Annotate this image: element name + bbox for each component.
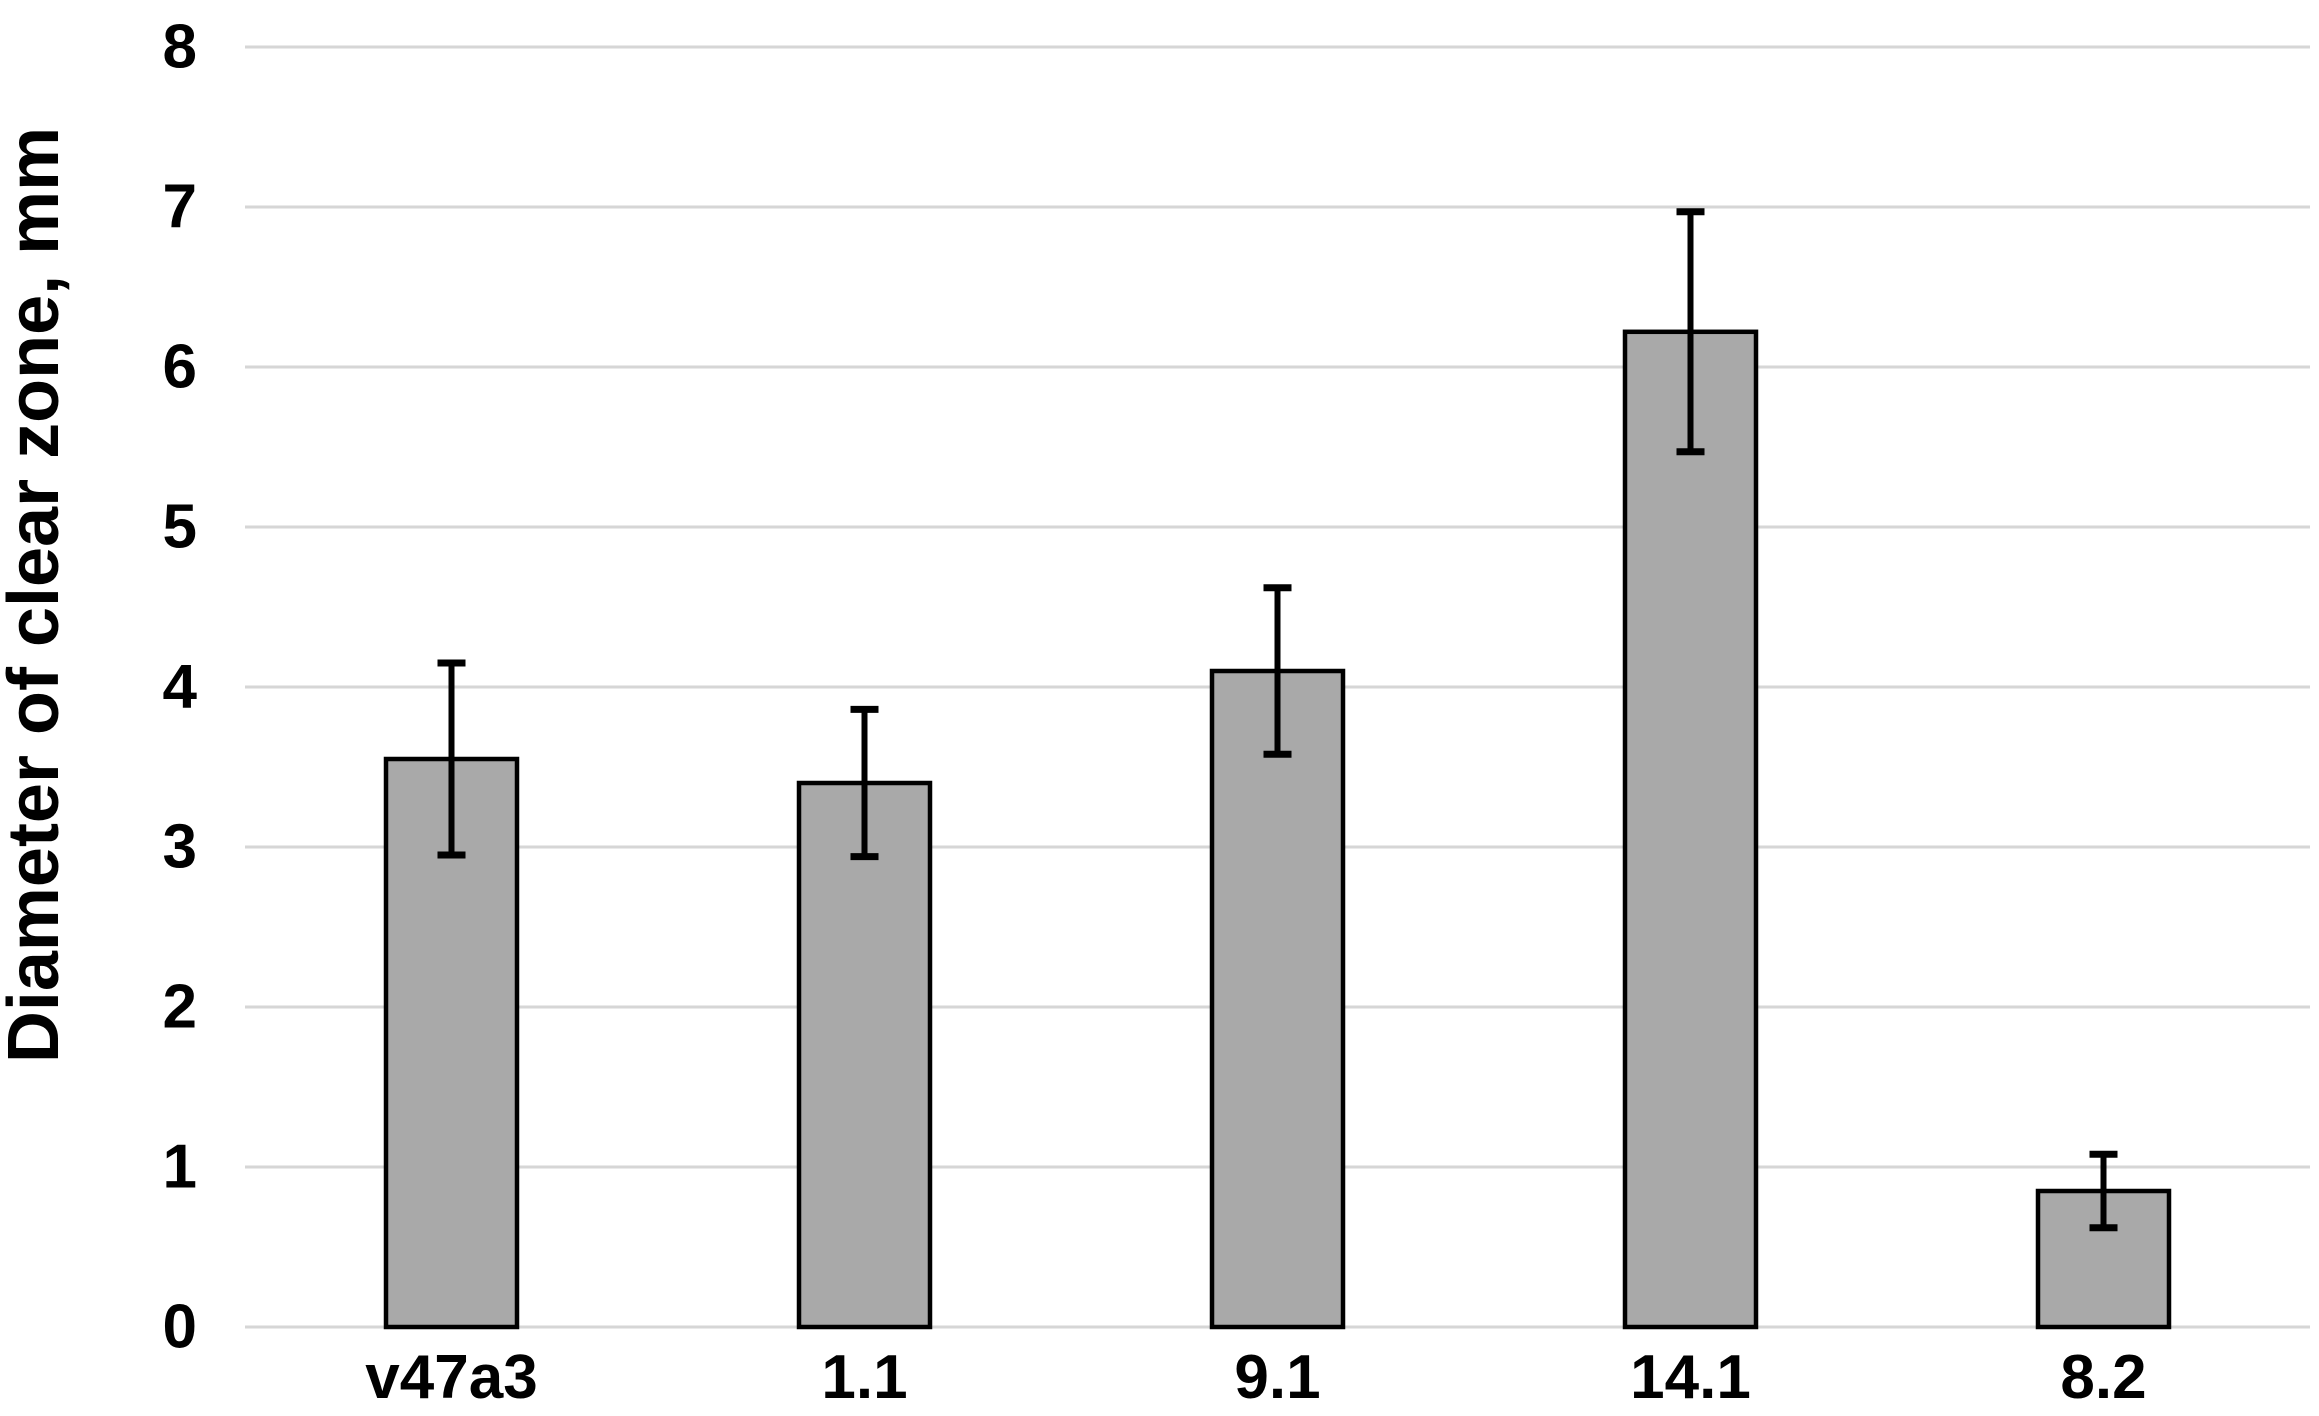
y-tick-label: 2	[163, 973, 197, 1042]
y-tick-label: 8	[163, 13, 197, 82]
y-axis-tick-labels: 0 1 2 3 4 5 6 7 8	[163, 13, 198, 1362]
y-tick-label: 1	[163, 1133, 197, 1202]
y-tick-label: 0	[163, 1293, 197, 1362]
y-tick-label: 4	[163, 653, 198, 722]
bar	[1622, 329, 1759, 1330]
bars	[383, 329, 2172, 1330]
y-tick-label: 3	[163, 813, 197, 882]
x-category-label: 8.2	[2060, 1343, 2146, 1412]
error-bars	[437, 208, 2118, 1232]
bar	[1209, 668, 1346, 1330]
x-category-label: 14.1	[1630, 1343, 1751, 1412]
y-tick-label: 7	[163, 173, 197, 242]
y-tick-label: 5	[163, 493, 197, 562]
y-axis-title: Diameter of clear zone, mm	[0, 127, 74, 1063]
x-category-label: v47a3	[365, 1343, 537, 1412]
x-category-label: 9.1	[1234, 1343, 1320, 1412]
y-tick-label: 6	[163, 333, 197, 402]
bar	[796, 780, 933, 1330]
x-category-label: 1.1	[821, 1343, 907, 1412]
x-axis-category-labels: v47a3 1.1 9.1 14.1 8.2	[365, 1343, 2146, 1412]
